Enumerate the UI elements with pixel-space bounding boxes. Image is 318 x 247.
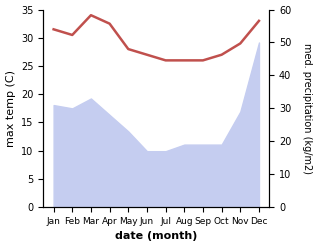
- Y-axis label: max temp (C): max temp (C): [5, 70, 16, 147]
- X-axis label: date (month): date (month): [115, 231, 197, 242]
- Y-axis label: med. precipitation (kg/m2): med. precipitation (kg/m2): [302, 43, 313, 174]
